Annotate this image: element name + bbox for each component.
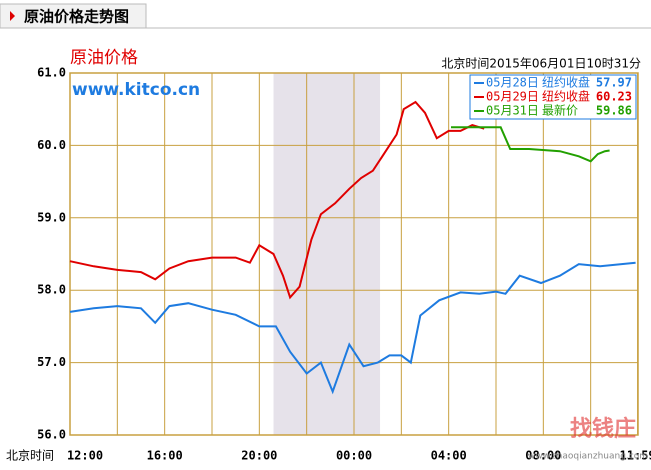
x-tick-label: 11:59 [620, 449, 651, 463]
chart-title: 原油价格 [70, 48, 138, 68]
x-axis-label: 北京时间 [6, 449, 54, 463]
header-icon [10, 11, 15, 21]
y-tick-label: 61.0 [37, 66, 66, 80]
legend-name: 05月29日 [486, 90, 539, 104]
x-tick-label: 04:00 [431, 449, 467, 463]
legend-name: 05月28日 [486, 76, 539, 90]
y-tick-label: 57.0 [37, 355, 66, 369]
y-tick-label: 56.0 [37, 428, 66, 442]
legend-last: 60.23 [596, 90, 632, 104]
series-line [69, 261, 636, 395]
chart-subtitle: www.kitco.cn [72, 80, 200, 100]
legend-label: 纽约收盘 [542, 75, 590, 90]
plot-border [69, 72, 639, 436]
y-tick-label: 59.0 [37, 210, 66, 224]
series-line [69, 100, 485, 300]
timestamp: 北京时间2015年06月01日10时31分 [441, 57, 641, 71]
legend-name: 05月31日 [486, 104, 539, 118]
header-tab [0, 3, 147, 29]
y-tick-label: 60.0 [37, 138, 66, 152]
legend-label: 纽约收盘 [542, 89, 590, 104]
x-tick-label: 20:00 [241, 449, 277, 463]
legend-last: 59.86 [596, 104, 632, 118]
legend-label: 最新价 [542, 103, 578, 118]
watermark-logo: 找钱庄 [570, 416, 636, 442]
x-tick-label: 12:00 [67, 449, 103, 463]
x-tick-label: 08:00 [525, 449, 561, 463]
series-line [451, 126, 610, 163]
header-title: 原油价格走势图 [24, 8, 129, 26]
watermark-url: www.zhaoqianzhuang.com [528, 452, 648, 462]
legend-last: 57.97 [596, 76, 632, 90]
plot: 56.0 57.0 58.0 59.0 60.0 61.0 12:00 16:00 20:00 0… [37, 66, 651, 463]
shade [273, 73, 381, 435]
x-tick-label: 00:00 [336, 449, 372, 463]
y-tick-label: 58.0 [37, 283, 66, 297]
legend-box [469, 74, 637, 120]
x-tick-label: 16:00 [147, 449, 183, 463]
